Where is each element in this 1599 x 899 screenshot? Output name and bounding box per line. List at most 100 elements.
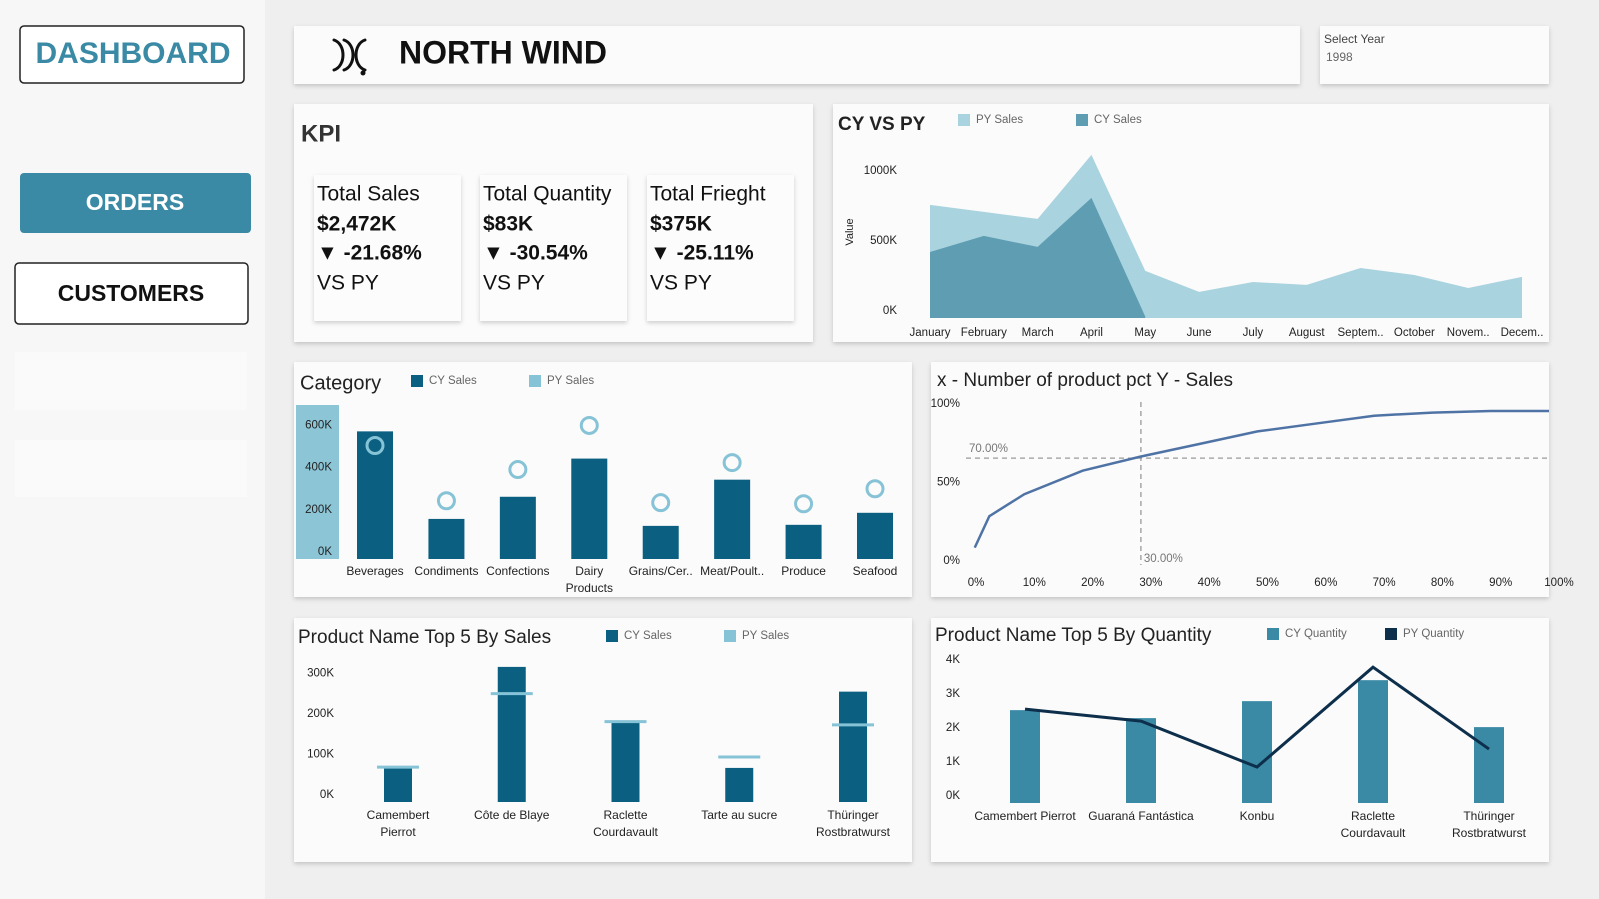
bar: [1242, 701, 1272, 803]
y-tick-label: 100K: [307, 748, 334, 760]
nav-item: CUSTOMERS: [58, 280, 205, 306]
legend-swatch: [411, 375, 423, 387]
bar: [428, 518, 465, 559]
nav-item: ORDERS: [86, 189, 184, 215]
bar: [1126, 718, 1156, 803]
marker: [365, 436, 385, 456]
bar: [714, 479, 751, 559]
x-tick-label: August: [1289, 327, 1326, 339]
kpi-title: KPI: [301, 120, 341, 147]
legend-swatch: [1267, 628, 1279, 640]
x-tick-label: October: [1394, 327, 1435, 339]
y-tick-label: 50%: [937, 477, 960, 489]
kpi-tile: [647, 175, 794, 321]
filter-label: Select Year: [1324, 32, 1385, 46]
bar: [357, 431, 393, 559]
marker: [651, 493, 671, 513]
y-tick-label: 0%: [943, 555, 960, 567]
bar: [611, 722, 640, 802]
y-tick-label: 300K: [307, 667, 334, 679]
marker: [722, 453, 742, 473]
x-tick-label: Camembert Pierrot: [366, 808, 430, 839]
reference-label: 30.00%: [1144, 553, 1183, 565]
kpi-change: ▼ -30.54%: [483, 242, 588, 265]
x-tick-label: Raclette Courdavault: [1340, 809, 1406, 840]
bar: [1010, 710, 1040, 803]
y-tick-label: 0K: [946, 790, 960, 802]
x-tick-label: March: [1022, 327, 1054, 339]
orders-button[interactable]: [20, 173, 251, 233]
legend-swatch: [958, 114, 970, 126]
x-tick-label: 80%: [1431, 577, 1454, 589]
bar: [1474, 727, 1504, 803]
kpi-change: ▼ -25.11%: [650, 242, 754, 265]
x-tick-label: July: [1243, 327, 1264, 339]
y-tick-label: 600K: [305, 419, 332, 431]
x-tick-label: Condiments: [414, 564, 479, 578]
marker: [508, 460, 528, 480]
bar: [785, 524, 822, 559]
x-tick-label: Guaraná Fantástica: [1088, 809, 1194, 823]
dashboard-button[interactable]: [19, 25, 245, 84]
filter-value: 1998: [1326, 50, 1353, 64]
kpi-tile: [314, 175, 461, 321]
kpi-value: $2,472K: [317, 213, 396, 236]
x-tick-label: Seafood: [852, 564, 898, 578]
chart-card: [931, 362, 1549, 597]
x-tick-label: Thüringer Rostbratwurst: [815, 808, 891, 839]
x-tick-label: 60%: [1314, 577, 1337, 589]
bar: [1358, 680, 1388, 803]
bar: [497, 666, 526, 802]
x-tick-label: Thüringer Rostbratwurst: [1451, 809, 1527, 840]
line: [973, 409, 1549, 549]
y-tick-label: 500K: [870, 235, 897, 247]
bar: [725, 767, 754, 802]
reference-label: 70.00%: [969, 443, 1008, 455]
header-card: [294, 26, 1300, 84]
legend-label: CY Sales: [1094, 114, 1142, 126]
legend-swatch: [529, 375, 541, 387]
y-tick-label: 100%: [931, 398, 960, 410]
x-tick-label: Camembert Pierrot: [974, 809, 1076, 823]
legend-label: CY Sales: [624, 630, 672, 642]
legend-label: PY Sales: [976, 114, 1023, 126]
x-tick-label: June: [1187, 327, 1212, 339]
filter-card[interactable]: [1320, 26, 1549, 84]
x-tick-label: 50%: [1256, 577, 1279, 589]
x-tick-label: Confections: [486, 564, 550, 578]
x-tick-label: Tarte au sucre: [701, 808, 778, 822]
y-tick-label: 4K: [946, 654, 960, 666]
chart-title: Category: [300, 372, 381, 394]
kpi-compare: VS PY: [483, 272, 545, 295]
y-tick-label: 0K: [883, 305, 897, 317]
marker: [794, 494, 814, 514]
y-axis-label: Value: [844, 218, 856, 245]
kpi-tile: [480, 175, 627, 321]
x-tick-label: 40%: [1198, 577, 1221, 589]
x-tick-label: February: [961, 327, 1007, 339]
legend-swatch: [1385, 628, 1397, 640]
marker: [436, 491, 456, 511]
y-tick-label: 3K: [946, 688, 960, 700]
kpi-name: Total Sales: [317, 183, 420, 206]
y-tick-label: 0K: [318, 546, 332, 558]
axis-highlight: [296, 405, 339, 559]
y-tick-label: 200K: [307, 708, 334, 720]
x-tick-label: 20%: [1081, 577, 1104, 589]
placeholder: [15, 440, 247, 497]
y-tick-label: 1000K: [864, 165, 898, 177]
logo: [332, 38, 367, 76]
x-tick-label: Decem..: [1501, 327, 1544, 339]
x-tick-label: Dairy Products: [565, 564, 613, 595]
customers-button[interactable]: [14, 262, 249, 325]
x-tick-label: 70%: [1373, 577, 1396, 589]
legend-label: PY Sales: [547, 375, 594, 387]
marker: [865, 479, 885, 499]
bar: [571, 458, 608, 559]
bar: [642, 525, 679, 559]
legend-swatch: [606, 630, 618, 642]
chart-title: x - Number of product pct Y - Sales: [937, 370, 1233, 391]
chart-title: Product Name Top 5 By Quantity: [935, 625, 1212, 646]
y-tick-label: 400K: [305, 462, 332, 474]
